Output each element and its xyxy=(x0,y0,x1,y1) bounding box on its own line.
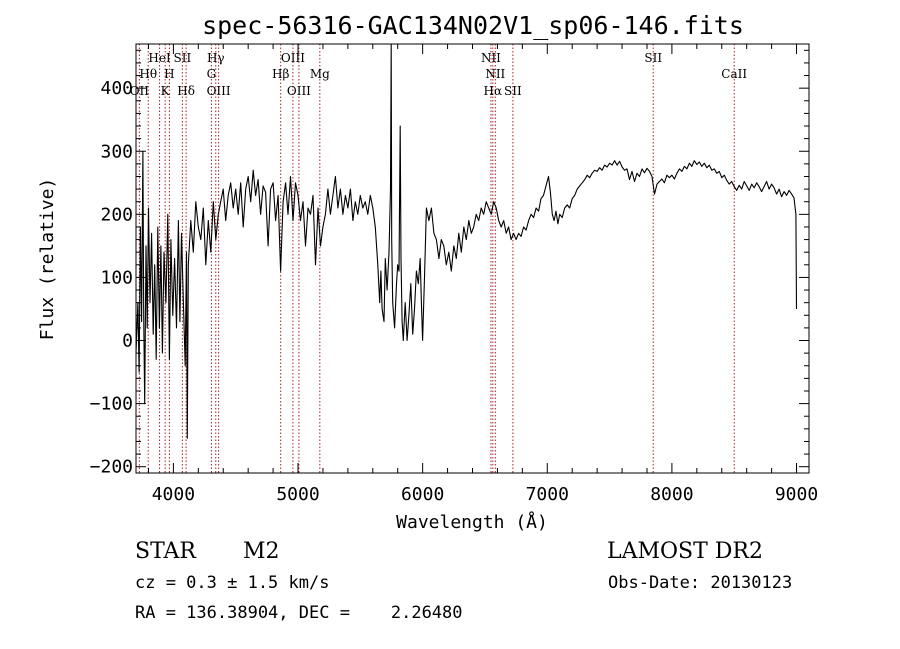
x-tick-label: 7000 xyxy=(526,484,569,505)
x-tick-label: 5000 xyxy=(276,484,319,505)
spectral-line-label: G xyxy=(207,67,217,81)
axis-ticks xyxy=(136,44,809,473)
spectral-line-label: OII xyxy=(130,84,150,98)
y-tick-label: 300 xyxy=(100,141,133,162)
survey-name: LAMOST DR2 xyxy=(607,539,763,564)
spectral-line-label: HeI xyxy=(148,51,171,65)
spectral-line-label: Mg xyxy=(310,67,330,81)
y-tick-label: 0 xyxy=(122,331,133,352)
y-tick-label: 100 xyxy=(100,267,133,288)
chart-title: spec-56316-GAC134N02V1_sp06-146.fits xyxy=(202,11,744,40)
x-axis-label: Wavelength (Å) xyxy=(396,511,548,533)
spectral-line-labels: Hθ OII HeI HK SII Hδ Hγ G OIII OIII Hβ Mg OIII NII NII… xyxy=(130,51,748,98)
object-subclass: M2 xyxy=(243,539,280,564)
spectral-line-label: OIII xyxy=(207,84,231,98)
spectral-line-label: H xyxy=(164,67,174,81)
x-tick-label: 6000 xyxy=(401,484,444,505)
observation-date: Obs-Date: 20130123 xyxy=(608,573,793,593)
spectral-line-label: Hγ xyxy=(207,51,225,65)
object-class: STAR xyxy=(135,539,196,564)
x-tick-label: 4000 xyxy=(152,484,195,505)
y-tick-label: 200 xyxy=(100,204,133,225)
y-tick-label: 400 xyxy=(100,78,133,99)
redshift-velocity: cz = 0.3 ± 1.5 km/s xyxy=(135,573,330,593)
spectral-line-label: Hα xyxy=(484,84,503,98)
ra-dec-coordinates: RA = 136.38904, DEC = 2.26480 xyxy=(135,603,463,623)
x-tick-label: 8000 xyxy=(650,484,693,505)
spectral-line-label: Hθ xyxy=(139,67,157,81)
spectral-line-label: CaII xyxy=(721,67,747,81)
spectral-line-label: Hδ xyxy=(177,84,195,98)
spectral-line-label: OIII xyxy=(287,84,311,98)
y-axis-label: Flux (relative) xyxy=(37,178,58,341)
x-tick-label: 9000 xyxy=(775,484,818,505)
spectral-line-label: OIII xyxy=(281,51,305,65)
spectral-line-label: K xyxy=(161,84,171,98)
spectral-line-label: NII xyxy=(485,67,505,81)
plot-frame xyxy=(135,43,810,474)
spectrum-line xyxy=(135,43,798,439)
spectral-line-label: NII xyxy=(481,51,501,65)
spectrum-series xyxy=(135,43,798,439)
spectral-line-label: SII xyxy=(504,84,522,98)
spectral-line-label: Hβ xyxy=(272,67,289,81)
y-tick-label: −200 xyxy=(90,457,133,478)
spectral-line-label: SII xyxy=(174,51,192,65)
spectral-line-label: SII xyxy=(644,51,662,65)
spectral-line-markers xyxy=(138,44,735,473)
axis-tick-labels: 4000 5000 6000 7000 8000 9000 −200 −100 0 100 200 3… xyxy=(90,78,819,505)
y-tick-label: −100 xyxy=(90,394,133,415)
